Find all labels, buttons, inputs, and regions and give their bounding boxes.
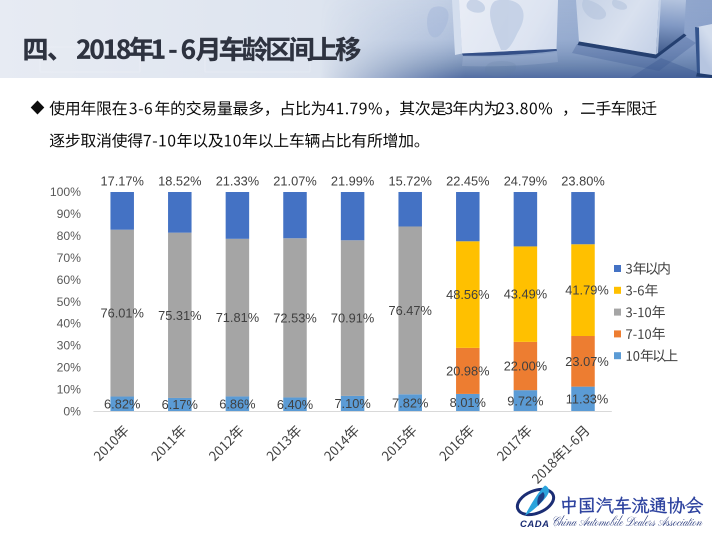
svg-text:24.79%: 24.79% bbox=[504, 174, 547, 189]
svg-text:41.79%: 41.79% bbox=[565, 283, 608, 298]
svg-text:90%: 90% bbox=[57, 207, 82, 221]
svg-text:0%: 0% bbox=[63, 405, 81, 419]
svg-text:76.01%: 76.01% bbox=[100, 306, 143, 321]
svg-text:48.56%: 48.56% bbox=[446, 287, 489, 302]
svg-text:20.98%: 20.98% bbox=[446, 363, 489, 378]
svg-text:40%: 40% bbox=[57, 317, 82, 331]
svg-text:80%: 80% bbox=[57, 229, 82, 243]
svg-text:17.17%: 17.17% bbox=[100, 174, 143, 189]
svg-text:50%: 50% bbox=[57, 295, 82, 309]
svg-text:21.99%: 21.99% bbox=[331, 174, 374, 189]
svg-text:43.49%: 43.49% bbox=[504, 287, 547, 302]
svg-text:6.82%: 6.82% bbox=[104, 397, 140, 412]
svg-text:21.07%: 21.07% bbox=[273, 174, 316, 189]
svg-text:6.86%: 6.86% bbox=[219, 396, 255, 411]
svg-text:11.33%: 11.33% bbox=[566, 392, 608, 407]
svg-text:15.72%: 15.72% bbox=[388, 174, 431, 189]
svg-text:8.01%: 8.01% bbox=[450, 395, 486, 410]
svg-text:70%: 70% bbox=[57, 251, 82, 265]
svg-text:7.82%: 7.82% bbox=[392, 395, 428, 410]
svg-text:72.53%: 72.53% bbox=[273, 310, 316, 325]
svg-text:21.33%: 21.33% bbox=[216, 174, 259, 189]
svg-text:30%: 30% bbox=[57, 339, 82, 353]
svg-text:10%: 10% bbox=[57, 383, 82, 397]
svg-text:70.91%: 70.91% bbox=[331, 311, 374, 326]
svg-text:22.00%: 22.00% bbox=[504, 359, 547, 374]
svg-text:60%: 60% bbox=[57, 273, 82, 287]
svg-text:76.47%: 76.47% bbox=[388, 303, 431, 318]
svg-text:6.40%: 6.40% bbox=[277, 397, 313, 412]
svg-text:9.72%: 9.72% bbox=[507, 393, 543, 408]
svg-text:23.07%: 23.07% bbox=[565, 354, 608, 369]
svg-text:CADA: CADA bbox=[520, 519, 549, 530]
svg-text:6.17%: 6.17% bbox=[162, 397, 198, 412]
svg-text:7.10%: 7.10% bbox=[334, 396, 370, 411]
svg-text:18.52%: 18.52% bbox=[158, 174, 201, 189]
svg-text:71.81%: 71.81% bbox=[216, 310, 259, 325]
svg-text:23.80%: 23.80% bbox=[561, 174, 604, 189]
svg-text:100%: 100% bbox=[50, 185, 81, 199]
svg-text:20%: 20% bbox=[57, 361, 82, 375]
svg-text:75.31%: 75.31% bbox=[158, 308, 201, 323]
svg-text:22.45%: 22.45% bbox=[446, 174, 489, 189]
